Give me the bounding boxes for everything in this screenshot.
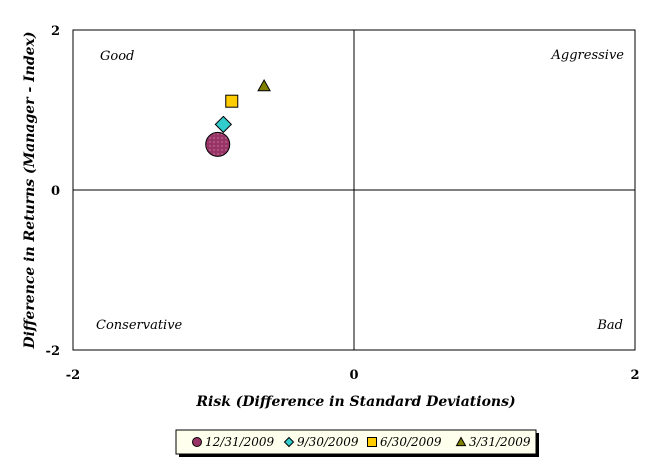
y-tick-label: 0 bbox=[51, 184, 60, 199]
data-point-circle bbox=[205, 131, 231, 157]
quadrant-label-bad: Bad bbox=[596, 318, 623, 333]
y-axis-title: Difference in Returns (Manager - Index) bbox=[22, 31, 38, 349]
legend-label: 6/30/2009 bbox=[380, 435, 442, 449]
legend-diamond-icon bbox=[283, 436, 295, 448]
y-tick-label: -2 bbox=[46, 344, 60, 359]
data-point-triangle bbox=[257, 78, 271, 92]
quadrant-label-good: Good bbox=[100, 49, 134, 64]
legend-label: 12/31/2009 bbox=[205, 435, 275, 449]
legend-box bbox=[175, 429, 537, 455]
data-points bbox=[205, 78, 271, 157]
x-tick-label: 2 bbox=[630, 368, 639, 383]
legend-label: 9/30/2009 bbox=[297, 435, 359, 449]
legend-label: 3/31/2009 bbox=[469, 435, 531, 449]
legend: 12/31/2009 9/30/2009 6/30/2009 3/31/2009 bbox=[192, 435, 531, 449]
legend-circle-icon bbox=[192, 437, 202, 447]
x-tick-label: 0 bbox=[349, 368, 358, 383]
x-axis-title: Risk (Difference in Standard Deviations) bbox=[195, 394, 515, 410]
quadrant-label-aggressive: Aggressive bbox=[551, 48, 625, 63]
data-point-square bbox=[225, 94, 239, 108]
legend-triangle-icon bbox=[455, 436, 467, 447]
y-tick-label: 2 bbox=[51, 24, 60, 39]
legend-square-icon bbox=[367, 437, 377, 447]
quadrant-label-conservative: Conservative bbox=[96, 318, 183, 333]
x-tick-label: -2 bbox=[66, 368, 80, 383]
data-point-diamond bbox=[214, 115, 233, 134]
